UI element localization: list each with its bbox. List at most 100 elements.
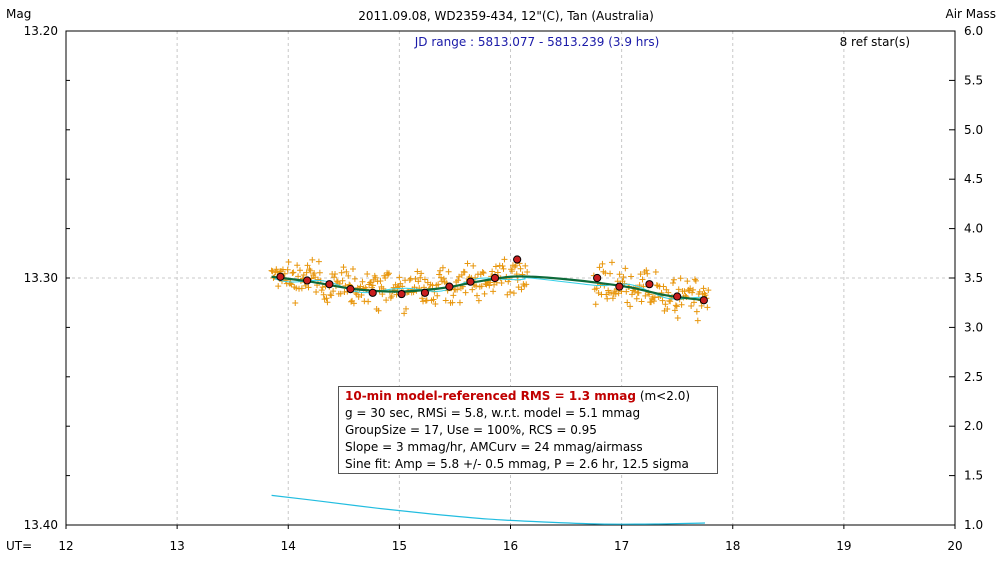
raw-point bbox=[494, 269, 501, 276]
binned-mean-point bbox=[593, 273, 602, 283]
raw-point bbox=[396, 274, 403, 281]
binned-mean-point bbox=[445, 282, 454, 291]
raw-point bbox=[268, 267, 275, 274]
raw-point bbox=[330, 288, 337, 295]
raw-point bbox=[294, 262, 301, 269]
raw-point bbox=[324, 299, 331, 306]
raw-point bbox=[509, 268, 516, 275]
air-mass-curve bbox=[271, 494, 705, 525]
raw-point bbox=[510, 290, 517, 297]
raw-point bbox=[675, 286, 682, 293]
raw-point bbox=[385, 271, 392, 278]
raw-point bbox=[642, 292, 649, 299]
raw-point bbox=[461, 269, 468, 276]
x-tick-label: 12 bbox=[58, 539, 73, 553]
raw-point bbox=[524, 268, 531, 275]
raw-point bbox=[328, 292, 335, 299]
raw-point bbox=[608, 289, 615, 296]
raw-point bbox=[372, 274, 379, 281]
raw-point bbox=[608, 259, 615, 266]
raw-point bbox=[401, 310, 408, 317]
raw-point bbox=[435, 281, 442, 288]
raw-point bbox=[681, 288, 688, 295]
stats-line-3: GroupSize = 17, Use = 100%, RCS = 0.95 bbox=[345, 423, 597, 437]
raw-point bbox=[593, 285, 600, 292]
y-right-tick-label: 6.0 bbox=[964, 24, 983, 38]
raw-point bbox=[314, 276, 321, 283]
raw-point bbox=[607, 270, 614, 277]
raw-point bbox=[309, 256, 316, 263]
raw-point bbox=[292, 300, 299, 307]
raw-point bbox=[284, 266, 291, 273]
axis-ticks: 12 13 14 15 16 17 18 19 20 13.20 13.30 13.40 6.0 5.5 5… bbox=[24, 24, 983, 553]
binned-mean-point bbox=[303, 276, 312, 285]
raw-point bbox=[500, 265, 507, 272]
binned-mean-point bbox=[466, 277, 475, 286]
raw-point bbox=[662, 301, 669, 308]
raw-point bbox=[671, 307, 678, 314]
raw-point bbox=[507, 288, 514, 295]
x-tick-label: 14 bbox=[281, 539, 296, 553]
raw-point bbox=[418, 270, 425, 277]
raw-point bbox=[269, 268, 276, 275]
raw-point bbox=[333, 278, 340, 285]
y-left-tick-label: 13.20 bbox=[24, 24, 58, 38]
y-right-tick-label: 3.5 bbox=[964, 271, 983, 285]
raw-point bbox=[522, 262, 529, 269]
raw-point bbox=[659, 297, 666, 304]
raw-point bbox=[635, 289, 642, 296]
x-tick-label: 19 bbox=[836, 539, 851, 553]
statistics-box: 10-min model-referenced RMS = 1.3 mmag (… bbox=[338, 386, 718, 474]
chart-title: 2011.09.08, WD2359-434, 12"(C), Tan (Aus… bbox=[358, 9, 654, 23]
raw-point bbox=[644, 270, 651, 277]
raw-point bbox=[631, 288, 638, 295]
raw-point bbox=[612, 291, 619, 298]
raw-point bbox=[473, 292, 480, 299]
binned-mean-point bbox=[673, 292, 682, 301]
binned-mean-point bbox=[513, 255, 522, 264]
raw-point bbox=[365, 298, 372, 305]
raw-point bbox=[475, 297, 482, 304]
rms-highlight: 10-min model-referenced RMS = 1.3 mmag bbox=[345, 389, 636, 403]
raw-point bbox=[458, 272, 465, 279]
raw-point bbox=[432, 301, 439, 308]
raw-point bbox=[358, 291, 365, 298]
raw-point bbox=[332, 271, 339, 278]
raw-point bbox=[624, 299, 631, 306]
raw-point bbox=[345, 272, 352, 279]
raw-point bbox=[359, 278, 366, 285]
ref-stars-label: 8 ref star(s) bbox=[840, 35, 910, 49]
raw-point bbox=[678, 301, 685, 308]
raw-point bbox=[318, 287, 325, 294]
raw-point bbox=[338, 269, 345, 276]
raw-point bbox=[479, 268, 486, 275]
raw-point bbox=[670, 276, 677, 283]
raw-point bbox=[394, 284, 401, 291]
binned-mean-point bbox=[490, 273, 500, 283]
raw-point bbox=[305, 284, 312, 291]
model-fit-series bbox=[271, 275, 706, 302]
stats-line-2: g = 30 sec, RMSi = 5.8, w.r.t. model = 5… bbox=[345, 406, 641, 420]
x-axis-label: UT= bbox=[6, 539, 32, 553]
raw-point bbox=[438, 274, 445, 281]
raw-point bbox=[464, 260, 471, 267]
raw-point bbox=[403, 305, 410, 312]
raw-point bbox=[623, 288, 630, 295]
raw-point bbox=[643, 267, 650, 274]
raw-point bbox=[406, 276, 413, 283]
raw-point bbox=[498, 279, 505, 286]
raw-point bbox=[638, 298, 645, 305]
raw-point bbox=[592, 301, 599, 308]
y-left-tick-label: 13.40 bbox=[24, 518, 58, 532]
binned-mean-point bbox=[368, 288, 377, 297]
binned-mean-point bbox=[645, 280, 654, 289]
raw-point bbox=[449, 299, 456, 306]
raw-point bbox=[436, 271, 443, 278]
raw-point bbox=[340, 264, 347, 271]
raw-point bbox=[445, 268, 452, 275]
raw-point bbox=[690, 286, 697, 293]
y-left-tick-label: 13.30 bbox=[24, 271, 58, 285]
raw-point bbox=[637, 271, 644, 278]
raw-point bbox=[331, 274, 338, 281]
raw-point bbox=[616, 271, 623, 278]
